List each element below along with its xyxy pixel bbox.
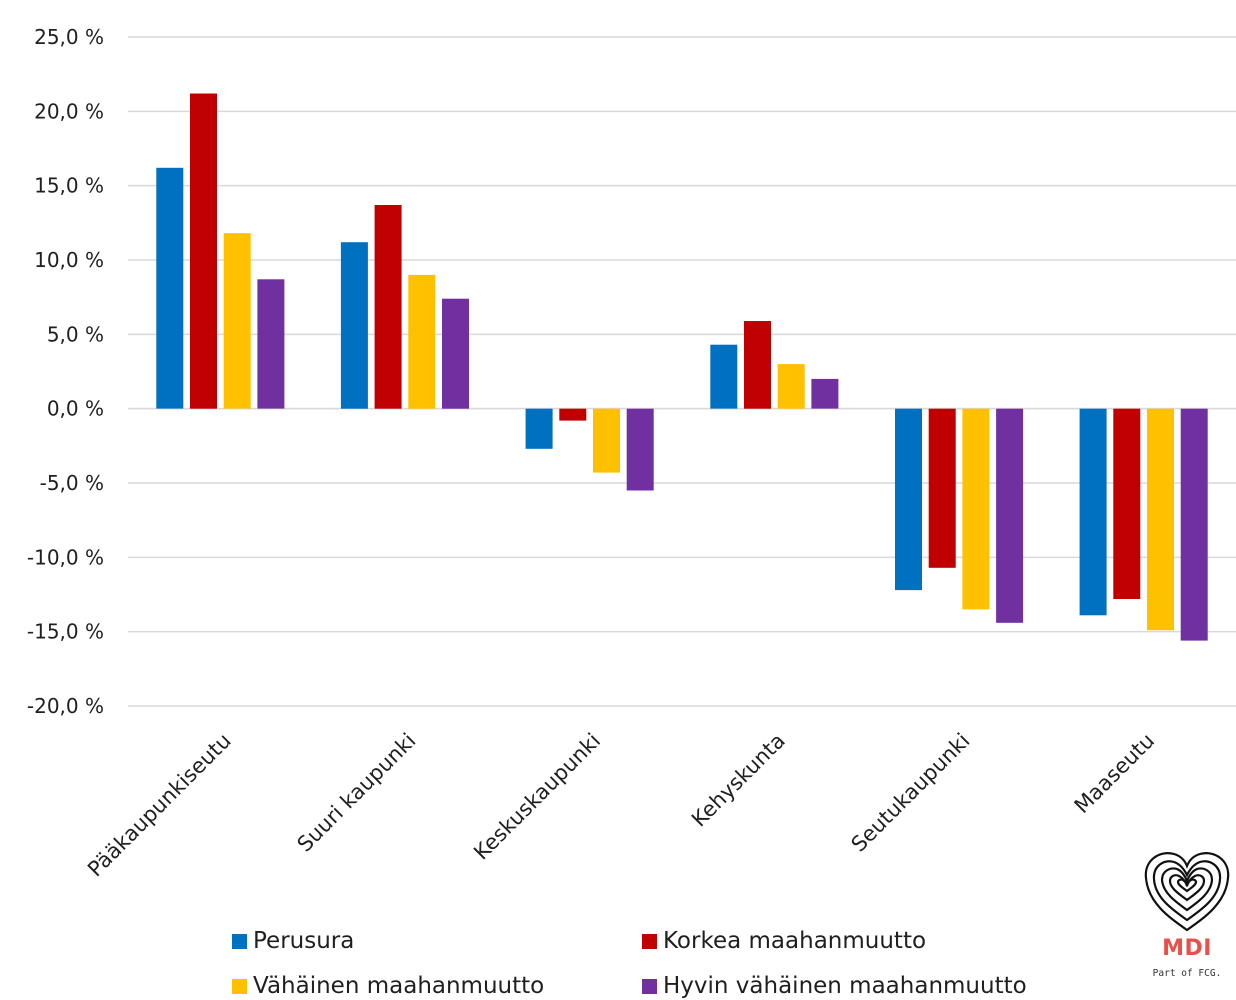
bar [1113, 409, 1140, 599]
bar [627, 409, 654, 491]
y-tick-label: 0,0 % [47, 397, 104, 421]
legend-swatch [642, 979, 657, 994]
bar [1147, 409, 1174, 631]
x-axis-categories: Pääkaupunkiseutu Suuri kaupunki Keskuskaup… [83, 729, 1159, 882]
y-tick-label: -10,0 % [27, 545, 104, 569]
legend-swatch [642, 934, 657, 949]
y-tick-label: 5,0 % [47, 322, 104, 346]
y-tick-label: 15,0 % [34, 174, 104, 198]
x-category-label: Kehyskunta [687, 729, 790, 832]
bar [341, 242, 368, 409]
legend-label: Korkea maahanmuutto [663, 928, 926, 954]
legend-item: Korkea maahanmuutto [642, 928, 926, 954]
y-tick-label: 20,0 % [34, 99, 104, 123]
mdi-logo: MDI Part of FCG. [1140, 848, 1234, 988]
x-category-label: Seutukaupunki [847, 729, 975, 857]
legend-label: Vähäinen maahanmuutto [253, 973, 544, 999]
bar [224, 233, 251, 408]
legend-label: Hyvin vähäinen maahanmuutto [663, 973, 1027, 999]
bar [442, 299, 469, 409]
bar [526, 409, 553, 449]
y-tick-label: 10,0 % [34, 248, 104, 272]
bar [375, 205, 402, 409]
y-axis-ticks: 25,0 % 20,0 % 15,0 % 10,0 % 5,0 % 0,0 % -5,0 %… [27, 25, 104, 718]
legend-swatch [232, 934, 247, 949]
y-tick-label: -20,0 % [27, 694, 104, 718]
bar [744, 321, 771, 409]
legend-item: Perusura [232, 928, 354, 954]
x-category-label: Maaseutu [1070, 729, 1160, 819]
bar [811, 379, 838, 409]
x-category-label: Suuri kaupunki [293, 729, 421, 857]
x-category-label: Keskuskaupunki [469, 729, 605, 865]
bars [156, 94, 1207, 641]
legend-label: Perusura [253, 928, 354, 954]
legend-swatch [232, 979, 247, 994]
x-category-label: Pääkaupunkiseutu [83, 729, 236, 882]
bar [1181, 409, 1208, 641]
fingerprint-heart-icon [1140, 848, 1234, 936]
bar [710, 345, 737, 409]
legend-item: Vähäinen maahanmuutto [232, 973, 544, 999]
y-tick-label: 25,0 % [34, 25, 104, 49]
legend-item: Hyvin vähäinen maahanmuutto [642, 973, 1027, 999]
y-tick-label: -5,0 % [40, 471, 104, 495]
bar [593, 409, 620, 473]
bar [190, 94, 217, 409]
logo-subtext: Part of FCG. [1140, 968, 1234, 979]
bar [1080, 409, 1107, 616]
bar [962, 409, 989, 610]
bar [559, 409, 586, 421]
bar [929, 409, 956, 568]
bar [778, 364, 805, 409]
gridlines [128, 37, 1236, 706]
bar [156, 168, 183, 409]
y-tick-label: -15,0 % [27, 620, 104, 644]
bar [895, 409, 922, 590]
logo-text: MDI [1140, 936, 1234, 961]
bar [996, 409, 1023, 623]
bar [257, 279, 284, 408]
bar [408, 275, 435, 409]
